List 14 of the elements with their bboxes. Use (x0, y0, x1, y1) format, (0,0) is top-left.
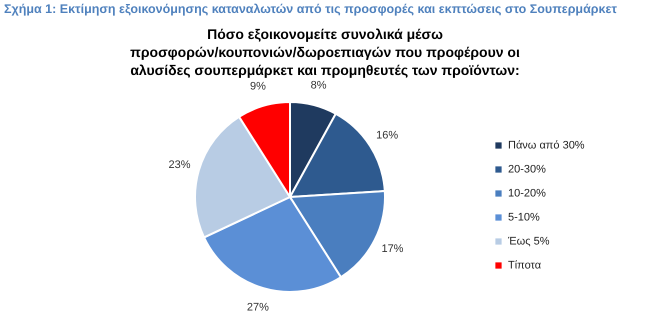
chart-subtitle: Πόσο εξοικονομείτε συνολικά μέσω προσφορών/κουπονιών/δωροεπιαγών που προφέρουν οι αλυσίδες σουπερμάρκετ και προμηθευτές των προϊόντων: (130, 26, 520, 78)
legend-label: 5-10% (508, 212, 540, 224)
legend-label: 10-20% (508, 188, 546, 200)
legend-label: Πάνω από 30% (508, 140, 585, 152)
legend-label: Έως 5% (507, 236, 550, 248)
data-label: 23% (168, 158, 191, 171)
legend-label: 20-30% (508, 164, 546, 176)
data-label: 17% (381, 243, 404, 256)
data-label: 8% (310, 80, 327, 92)
chart-title: Σχήμα 1: Εκτίμηση εξοικονόμησης καταναλωτών από τις προσφορές και εκπτώσεις στο Σουπερμάρκετ (4, 2, 618, 16)
legend-label: Τίποτα (508, 260, 542, 272)
data-label: 27% (246, 301, 270, 314)
data-label: 16% (376, 129, 398, 142)
data-label: 9% (250, 80, 266, 93)
